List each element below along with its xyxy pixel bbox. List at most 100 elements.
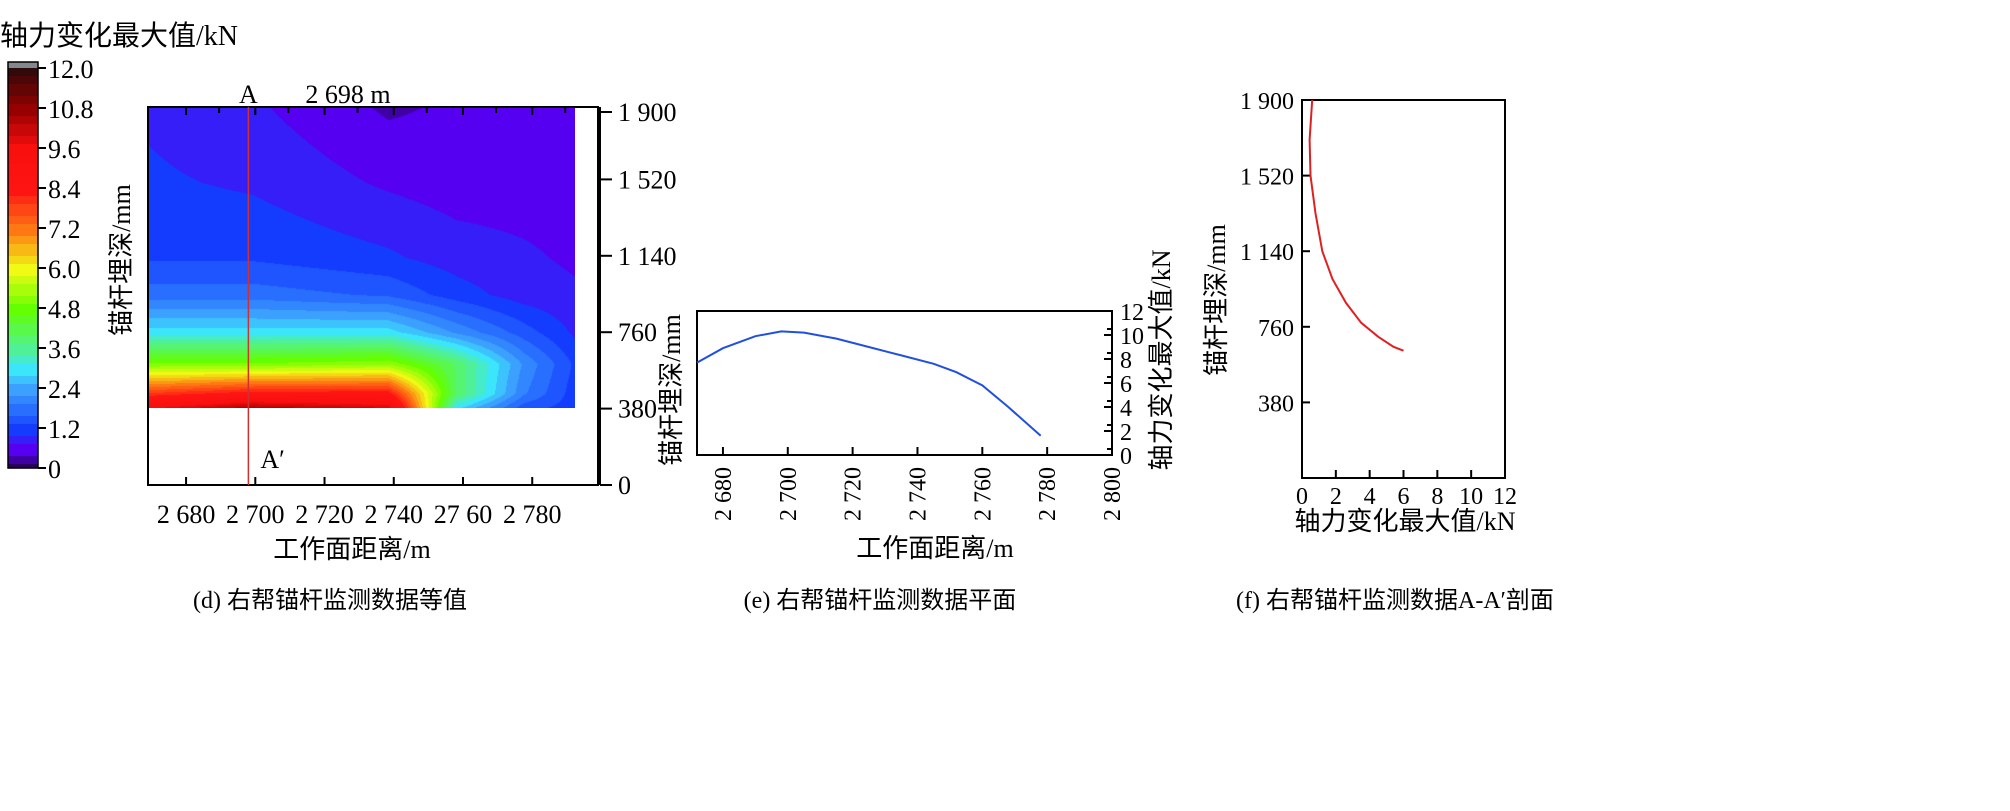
colorbar-tick-label: 8.4 — [48, 175, 81, 204]
colorbar-band — [8, 392, 38, 397]
colorbar-band — [8, 380, 38, 385]
colorbar-band — [8, 360, 38, 365]
colorbar-band — [8, 292, 38, 297]
colorbar-band — [8, 384, 38, 389]
colorbar-band — [8, 400, 38, 405]
colorbar-band — [8, 336, 38, 341]
colorbar-band — [8, 288, 38, 293]
colorbar-band — [8, 144, 38, 149]
xtick-label-d: 2 720 — [295, 500, 354, 529]
colorbar-band — [8, 388, 38, 393]
ytick-label-e: 6 — [1120, 372, 1132, 398]
colorbar-band — [8, 312, 38, 317]
ytick-label-f: 1 140 — [1240, 240, 1294, 266]
xtick-label-f: 10 — [1459, 484, 1483, 510]
xtick-label-f: 4 — [1364, 484, 1376, 510]
colorbar-band — [8, 120, 38, 125]
xtick-label-f: 8 — [1431, 484, 1443, 510]
colorbar-band — [8, 464, 38, 469]
colorbar-band — [8, 196, 38, 201]
colorbar-band — [8, 364, 38, 369]
colorbar-band — [8, 452, 38, 457]
colorbar-band — [8, 152, 38, 157]
colorbar-band — [8, 284, 38, 289]
colorbar-band — [8, 128, 38, 133]
ytick-label-d: 1 140 — [618, 242, 677, 271]
colorbar-band — [8, 264, 38, 269]
colorbar-band — [8, 404, 38, 409]
colorbar-band — [8, 352, 38, 357]
colorbar-band — [8, 256, 38, 261]
colorbar-frame — [7, 61, 39, 469]
colorbar-band — [8, 208, 38, 213]
xlabel-d: 工作面距离/m — [273, 535, 430, 564]
colorbar-band — [8, 224, 38, 229]
plot-frame-d — [147, 106, 599, 486]
xtick-label-e: 2 740 — [905, 467, 931, 521]
colorbar-band — [8, 176, 38, 181]
colorbar-band — [8, 412, 38, 417]
colorbar-tick-label: 3.6 — [48, 335, 81, 364]
colorbar-band — [8, 436, 38, 441]
colorbar-band — [8, 456, 38, 461]
caption-f: (f) 右帮锚杆监测数据A-A′剖面 — [1236, 587, 1554, 614]
colorbar-band — [8, 272, 38, 277]
colorbar-band — [8, 92, 38, 97]
colorbar-band — [8, 296, 38, 301]
xtick-label-d: 2 680 — [157, 500, 216, 529]
ytick-label-d: 1 520 — [618, 165, 677, 194]
colorbar-band — [8, 460, 38, 465]
xtick-label-d: 2 780 — [503, 500, 562, 529]
colorbar-tick-label: 9.6 — [48, 135, 81, 164]
colorbar-band — [8, 300, 38, 305]
ytick-label-e: 4 — [1120, 396, 1132, 422]
colorbar-tick-label: 4.8 — [48, 295, 81, 324]
colorbar-band — [8, 420, 38, 425]
xtick-label-f: 12 — [1493, 484, 1517, 510]
xtick-label-e: 2 780 — [1035, 467, 1061, 521]
ytick-label-d: 760 — [618, 318, 657, 347]
colorbar-band — [8, 220, 38, 225]
colorbar-band — [8, 76, 38, 81]
colorbar-band — [8, 396, 38, 401]
colorbar-band — [8, 228, 38, 233]
xtick-label-f: 2 — [1330, 484, 1342, 510]
colorbar-tick-label: 6.0 — [48, 255, 81, 284]
colorbar-band — [8, 408, 38, 413]
colorbar-band — [8, 88, 38, 93]
xtick-label-d: 27 60 — [434, 500, 493, 529]
colorbar-tick-label: 10.8 — [48, 95, 94, 124]
section-label-a-prime: A′ — [260, 445, 284, 474]
colorbar-band — [8, 140, 38, 145]
colorbar-band — [8, 124, 38, 129]
colorbar-band — [8, 156, 38, 161]
colorbar-band — [8, 116, 38, 121]
colorbar-band — [8, 188, 38, 193]
xtick-label-d: 2 740 — [365, 500, 424, 529]
colorbar-band — [8, 308, 38, 313]
colorbar-band — [8, 244, 38, 249]
colorbar-band — [8, 372, 38, 377]
colorbar-overflow — [8, 62, 38, 68]
xtick-label-e: 2 800 — [1100, 467, 1126, 521]
colorbar-band — [8, 368, 38, 373]
ylabel-right-e: 轴力变化最大值/kN — [1147, 249, 1176, 470]
colorbar-band — [8, 236, 38, 241]
colorbar-tick-label: 12.0 — [48, 55, 94, 84]
caption-e: (e) 右帮锚杆监测数据平面 — [744, 587, 1017, 614]
colorbar-tick-label: 0 — [48, 455, 61, 484]
colorbar-band — [8, 204, 38, 209]
xlabel-f: 轴力变化最大值/kN — [1294, 507, 1515, 536]
colorbar-band — [8, 268, 38, 273]
ylabel-left-e: 锚杆埋深/mm — [657, 314, 686, 466]
colorbar-band — [8, 164, 38, 169]
colorbar-band — [8, 180, 38, 185]
colorbar-band — [8, 260, 38, 265]
colorbar-band — [8, 344, 38, 349]
colorbar-band — [8, 172, 38, 177]
colorbar-band — [8, 148, 38, 153]
colorbar-band — [8, 136, 38, 141]
colorbar-band — [8, 316, 38, 321]
colorbar-title: 轴力变化最大值/kN — [0, 20, 238, 52]
